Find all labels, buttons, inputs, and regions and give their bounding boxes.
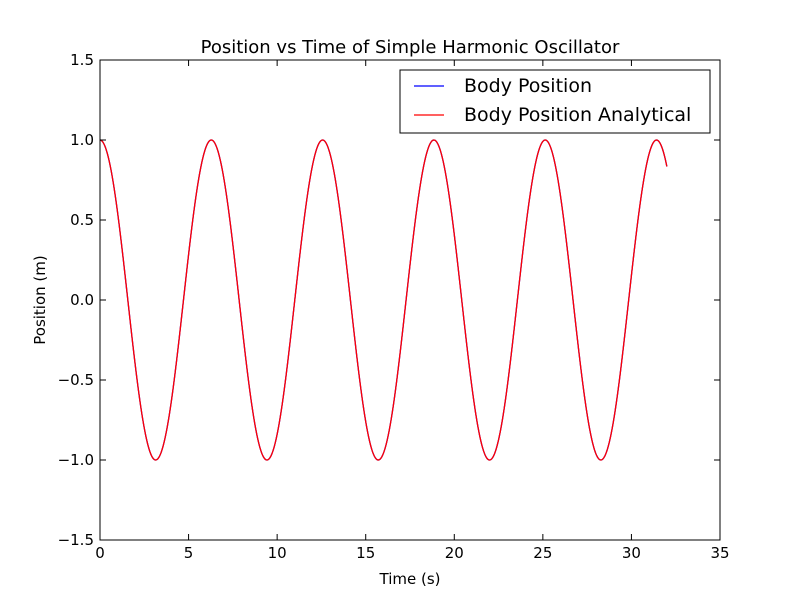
x-axis-label: Time (s) bbox=[379, 570, 441, 588]
x-tick-label: 5 bbox=[184, 544, 194, 562]
y-tick-label: −1.5 bbox=[58, 531, 94, 549]
y-tick-label: −1.0 bbox=[58, 451, 94, 469]
x-tick-label: 20 bbox=[445, 544, 464, 562]
x-tick-label: 10 bbox=[268, 544, 287, 562]
legend-label-body-position-analytical: Body Position Analytical bbox=[464, 104, 691, 126]
x-tick-label: 35 bbox=[710, 544, 729, 562]
y-tick-label: 0.5 bbox=[70, 211, 94, 229]
y-tick-label: 1.0 bbox=[70, 131, 94, 149]
legend-box bbox=[399, 69, 711, 134]
x-tick-label: 0 bbox=[95, 544, 105, 562]
x-tick-label: 30 bbox=[622, 544, 641, 562]
plot-area bbox=[100, 60, 720, 540]
x-axis: 0 5 10 15 20 25 30 35 bbox=[95, 60, 730, 562]
legend: Body Position Body Position Analytical bbox=[399, 69, 711, 134]
series-layer bbox=[99, 139, 668, 461]
y-tick-label: −0.5 bbox=[58, 371, 94, 389]
y-tick-label: 0.0 bbox=[70, 291, 94, 309]
series-line-body-position-analytical bbox=[99, 139, 668, 461]
y-axis: 1.5 1.0 0.5 0.0 −0.5 −1.0 −1.5 bbox=[58, 51, 720, 549]
y-axis-label: Position (m) bbox=[31, 255, 49, 345]
x-tick-label: 15 bbox=[356, 544, 375, 562]
chart-title: Position vs Time of Simple Harmonic Osci… bbox=[201, 37, 620, 58]
x-tick-label: 25 bbox=[533, 544, 552, 562]
legend-label-body-position: Body Position bbox=[464, 75, 592, 97]
y-tick-label: 1.5 bbox=[70, 51, 94, 69]
